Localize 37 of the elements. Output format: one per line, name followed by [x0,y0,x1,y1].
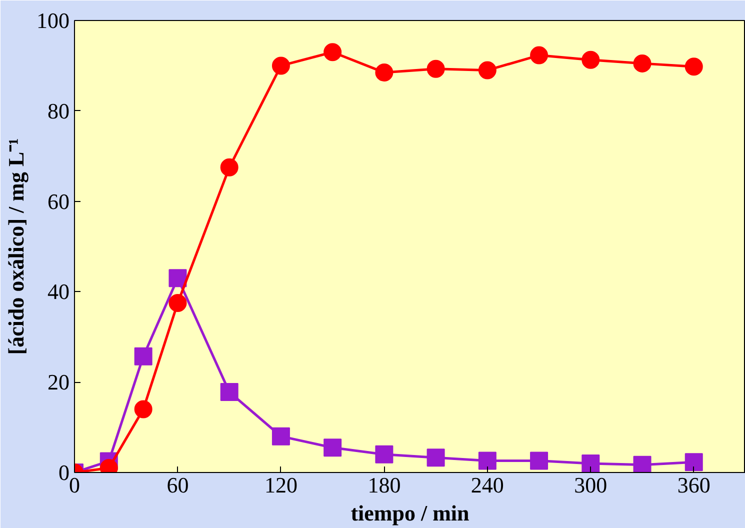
point [684,58,703,76]
point [633,456,652,472]
point [426,448,445,467]
point [220,383,238,402]
x-axis-title: tiempo / min [350,500,470,526]
y-tick-label: 60 [48,188,70,214]
point [220,158,238,176]
point [530,46,548,64]
point [582,50,600,69]
point [684,453,703,472]
point [478,452,496,470]
point [324,43,342,62]
point [168,294,187,312]
y-tick-label: 40 [48,279,70,304]
x-tick-label: 240 [470,472,504,498]
point [324,438,342,457]
point [633,54,652,72]
x-tick-label: 360 [677,472,710,498]
point [530,452,548,470]
point [582,454,600,472]
y-tick-label: 100 [36,8,70,33]
point [272,56,290,75]
x-tick-label: 120 [264,472,298,498]
point [478,61,496,80]
x-tick-label: 300 [574,472,608,498]
point [134,400,152,418]
y-tick-label: 20 [48,370,70,395]
point [134,347,152,366]
y-axis-title: [ácido oxálico] / mg L⁻¹ [4,138,28,355]
point [168,269,187,288]
point [272,427,290,446]
point [375,63,394,82]
x-tick-label: 180 [368,472,401,498]
y-tick-label: 80 [48,98,70,124]
point [375,445,394,464]
point [426,60,445,78]
x-tick-label: 60 [166,472,189,498]
